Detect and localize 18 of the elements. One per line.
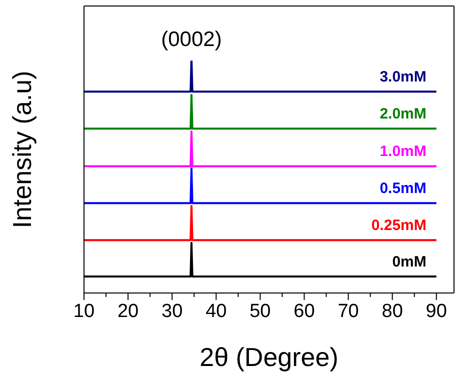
- y-axis-title: Intensity (a.u): [7, 70, 38, 228]
- series-label: 0.25mM: [371, 217, 426, 234]
- series-label: 0mM: [392, 254, 426, 271]
- x-tick-label: 60: [294, 301, 315, 322]
- x-tick-label: 90: [426, 301, 447, 322]
- x-tick-label: 20: [117, 301, 139, 322]
- x-tick-label: 70: [338, 301, 359, 322]
- x-tick-label: 80: [382, 301, 403, 322]
- x-tick-label: 40: [206, 301, 227, 322]
- series-label: 2.0mM: [380, 106, 426, 123]
- x-axis-title: 2θ (Degree): [200, 342, 338, 372]
- series-label: 1.0mM: [380, 143, 426, 160]
- annotation: (0002): [161, 28, 222, 51]
- series-label: 0.5mM: [380, 180, 426, 198]
- x-tick-label: 50: [250, 301, 271, 322]
- series-label: 3.0mM: [380, 68, 426, 86]
- x-tick-label: 10: [73, 301, 95, 322]
- x-tick-label: 30: [162, 301, 183, 322]
